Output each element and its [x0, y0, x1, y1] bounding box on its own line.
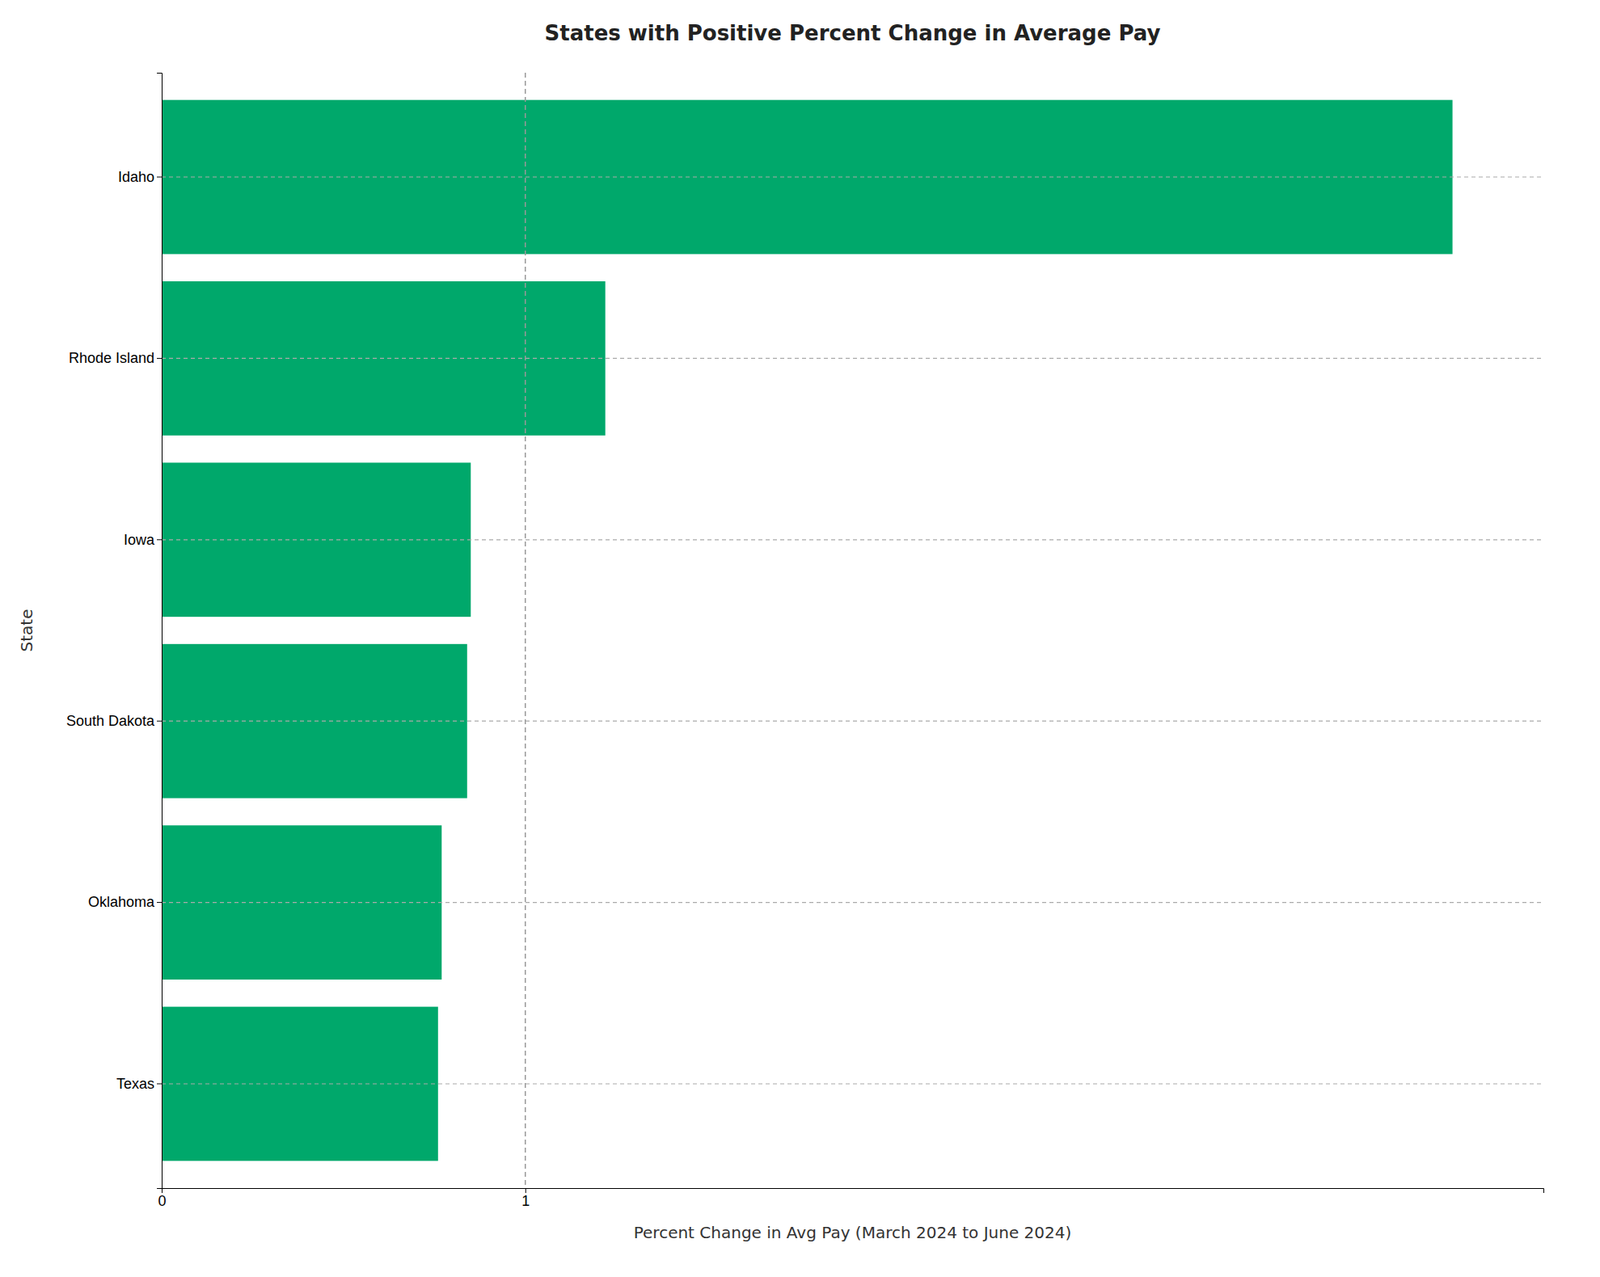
chart: 01TexasOklahomaSouth DakotaIowaRhode Isl… — [0, 0, 1600, 1277]
x-tick: 1 — [521, 1188, 530, 1210]
y-tick: South Dakota — [66, 713, 162, 730]
reference-line — [524, 72, 527, 1189]
y-tick-mark — [156, 1083, 162, 1085]
grid-line — [161, 721, 1544, 722]
y-tick-mark — [156, 358, 162, 359]
x-axis-title: Percent Change in Avg Pay (March 2024 to… — [633, 1223, 1073, 1243]
x-tick: 0 — [157, 1188, 166, 1210]
chart-title: States with Positive Percent Change in A… — [544, 21, 1161, 46]
y-tick-mark — [156, 721, 162, 722]
y-tick: Rhode Island — [68, 350, 162, 367]
y-tick: Texas — [116, 1076, 162, 1093]
marks — [161, 72, 1544, 1189]
y-tick-label: South Dakota — [66, 713, 156, 730]
y-tick: Iowa — [123, 531, 162, 549]
y-tick-mark — [156, 902, 162, 904]
grid-line — [161, 539, 1544, 541]
y-axis-line — [156, 73, 163, 1190]
plot: 01TexasOklahomaSouth DakotaIowaRhode Isl… — [66, 72, 1545, 1210]
bar — [161, 100, 1453, 255]
y-tick-mark — [156, 177, 162, 178]
grid-line — [161, 358, 1544, 359]
y-tick-label: Oklahoma — [88, 894, 156, 911]
x-tick-label: 1 — [521, 1193, 530, 1210]
grid-line — [161, 902, 1544, 904]
x-tick-label: 0 — [157, 1193, 166, 1210]
grid — [161, 177, 1544, 1085]
y-tick-mark — [156, 539, 162, 541]
x-axis-line — [162, 1189, 1545, 1195]
y-tick-label: Texas — [116, 1076, 155, 1093]
y-tick-label: Rhode Island — [68, 350, 155, 367]
y-tick: Oklahoma — [88, 894, 162, 911]
y-tick-label: Idaho — [118, 168, 155, 186]
grid-line — [161, 176, 1544, 178]
y-tick-label: Iowa — [123, 531, 156, 549]
y-axis-title: State — [16, 609, 37, 653]
x-axis: 01 — [157, 1188, 1544, 1210]
y-axis: Texas Oklahoma South Dakota Iowa Rhode Islan… — [66, 73, 163, 1190]
grid-line — [161, 1083, 1544, 1085]
y-tick: Idaho — [118, 168, 162, 186]
